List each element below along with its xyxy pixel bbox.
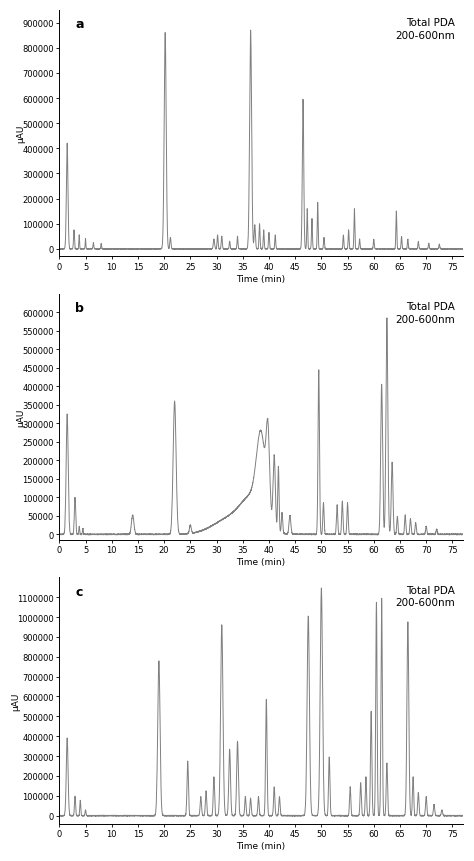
Text: b: b bbox=[75, 301, 84, 315]
Y-axis label: µAU: µAU bbox=[16, 408, 25, 426]
Text: Total PDA
200-600nm: Total PDA 200-600nm bbox=[395, 18, 455, 40]
X-axis label: Time (min): Time (min) bbox=[237, 558, 286, 567]
Text: Total PDA
200-600nm: Total PDA 200-600nm bbox=[395, 301, 455, 324]
Y-axis label: µAU: µAU bbox=[16, 125, 25, 143]
Text: Total PDA
200-600nm: Total PDA 200-600nm bbox=[395, 585, 455, 608]
Text: a: a bbox=[75, 18, 84, 32]
Y-axis label: µAU: µAU bbox=[11, 691, 20, 709]
X-axis label: Time (min): Time (min) bbox=[237, 275, 286, 283]
Text: c: c bbox=[75, 585, 83, 598]
X-axis label: Time (min): Time (min) bbox=[237, 841, 286, 850]
